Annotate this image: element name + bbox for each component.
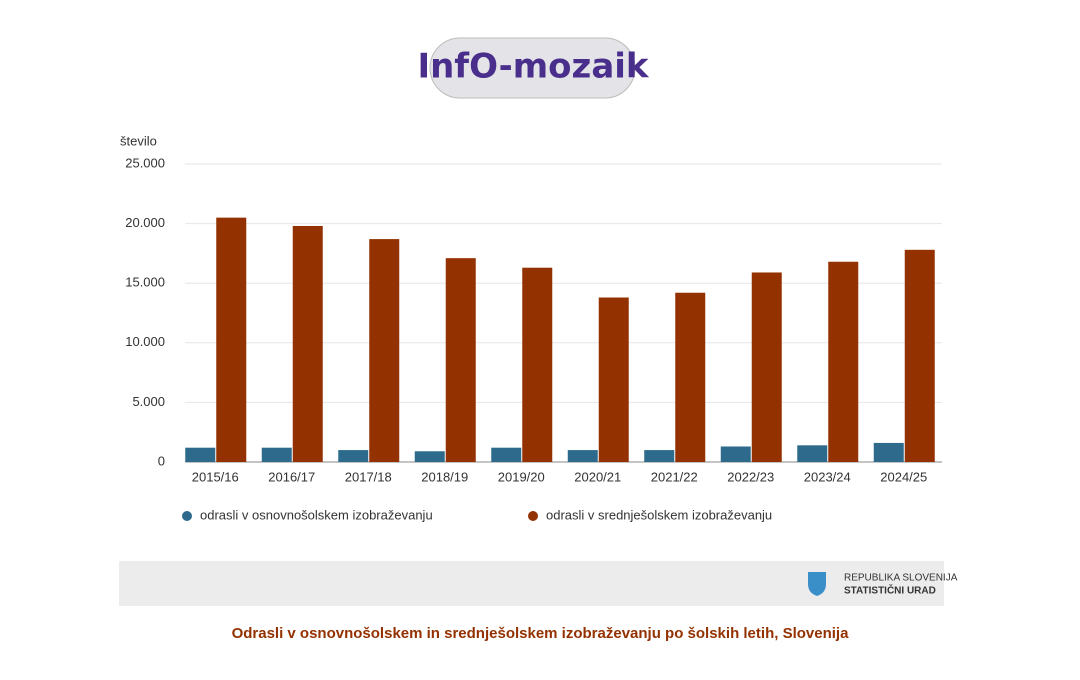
x-tick-label: 2019/20 <box>498 469 545 484</box>
bar <box>522 267 553 462</box>
footer-band <box>119 561 944 606</box>
legend-label: odrasli v srednješolskem izobraževanju <box>546 507 772 522</box>
bar <box>261 447 292 462</box>
x-tick-label: 2024/25 <box>880 469 927 484</box>
footer-emblem <box>808 572 826 596</box>
y-tick-label: 0 <box>158 453 165 468</box>
x-tick-label: 2016/17 <box>268 469 315 484</box>
bar <box>873 442 904 462</box>
bar <box>797 445 828 462</box>
y-tick-label: 25.000 <box>125 155 165 170</box>
bar <box>369 239 400 462</box>
x-tick-label: 2022/23 <box>727 469 774 484</box>
bar <box>491 447 522 462</box>
bar <box>338 450 369 462</box>
bar <box>720 446 751 462</box>
bar <box>216 217 247 462</box>
bar <box>675 292 706 462</box>
bar <box>644 450 675 462</box>
bar <box>567 450 598 462</box>
y-tick-label: 10.000 <box>125 334 165 349</box>
bar <box>828 261 859 462</box>
x-tick-label: 2020/21 <box>574 469 621 484</box>
caption: Odrasli v osnovnošolskem in srednješolsk… <box>232 625 850 642</box>
y-tick-label: 5.000 <box>132 394 165 409</box>
bar <box>751 272 782 462</box>
bar <box>292 225 323 462</box>
x-tick-label: 2017/18 <box>345 469 392 484</box>
legend-marker <box>182 511 192 521</box>
legend-label: odrasli v osnovnošolskem izobraževanju <box>200 507 433 522</box>
footer-line1: REPUBLIKA SLOVENIJA <box>844 573 958 584</box>
logo: InfO-mozaik <box>417 47 649 87</box>
bar <box>598 297 629 462</box>
bar <box>414 451 445 462</box>
y-tick-label: 20.000 <box>125 215 165 230</box>
x-tick-label: 2015/16 <box>192 469 239 484</box>
y-tick-label: 15.000 <box>125 275 165 290</box>
x-tick-label: 2021/22 <box>651 469 698 484</box>
bar <box>185 447 216 462</box>
bar <box>904 249 935 462</box>
y-axis-title: število <box>120 133 157 148</box>
x-tick-label: 2018/19 <box>421 469 468 484</box>
legend-marker <box>528 511 538 521</box>
footer-line2: STATISTIČNI URAD <box>844 584 936 597</box>
logo-badge <box>429 37 636 99</box>
x-tick-label: 2023/24 <box>804 469 851 484</box>
bar <box>445 258 476 462</box>
